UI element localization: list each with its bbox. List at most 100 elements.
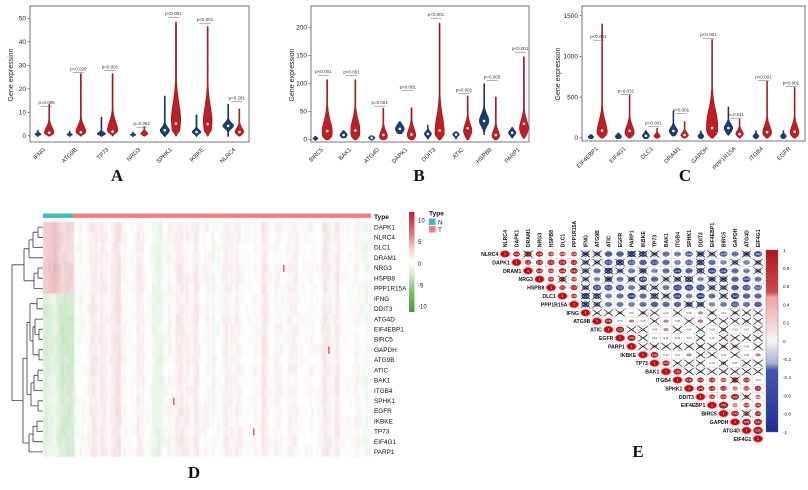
svg-text:-0.20: -0.20 — [617, 286, 623, 290]
svg-text:BIRC5: BIRC5 — [722, 232, 728, 248]
svg-text:0.33: 0.33 — [721, 386, 727, 390]
svg-text:0.04: 0.04 — [755, 378, 761, 382]
svg-text:0.2: 0.2 — [783, 321, 790, 326]
svg-text:0: 0 — [22, 133, 26, 140]
svg-text:-0.15: -0.15 — [594, 269, 600, 273]
svg-text:0.04: 0.04 — [617, 319, 623, 323]
svg-text:0.50: 0.50 — [675, 370, 681, 374]
svg-text:0.65: 0.65 — [755, 428, 761, 432]
svg-text:0.33: 0.33 — [744, 378, 750, 382]
svg-text:1: 1 — [596, 319, 598, 323]
svg-text:p<0.001: p<0.001 — [315, 69, 332, 74]
svg-text:-0.19: -0.19 — [732, 302, 738, 306]
svg-text:TP73: TP73 — [374, 429, 390, 436]
svg-text:-0.18: -0.18 — [721, 252, 727, 256]
svg-text:PPP1R15A: PPP1R15A — [541, 302, 568, 308]
svg-text:-0.17: -0.17 — [617, 252, 623, 256]
svg-text:0.12: 0.12 — [686, 353, 692, 357]
svg-text:1: 1 — [573, 303, 575, 307]
svg-text:SPHK1: SPHK1 — [665, 386, 682, 392]
svg-text:-0.11: -0.11 — [721, 260, 727, 264]
svg-text:1500: 1500 — [564, 13, 579, 20]
svg-text:-0.16: -0.16 — [663, 302, 669, 306]
svg-text:-0.18: -0.18 — [686, 260, 692, 264]
svg-text:0.30: 0.30 — [548, 269, 554, 273]
svg-text:Gene expression: Gene expression — [289, 48, 296, 101]
svg-text:-0.14: -0.14 — [663, 286, 669, 290]
svg-text:-0.15: -0.15 — [617, 294, 623, 298]
svg-text:p=0.062: p=0.062 — [133, 121, 150, 126]
svg-text:BAK1: BAK1 — [374, 378, 391, 385]
svg-text:NLRC4: NLRC4 — [374, 235, 395, 242]
svg-text:1: 1 — [642, 353, 644, 357]
svg-text:IFNG: IFNG — [566, 311, 578, 317]
svg-text:0.04: 0.04 — [686, 336, 692, 340]
svg-text:0.44: 0.44 — [571, 269, 577, 273]
svg-text:E: E — [632, 442, 643, 461]
svg-text:0.09: 0.09 — [686, 311, 692, 315]
svg-text:TP73: TP73 — [653, 235, 659, 248]
svg-text:10: 10 — [19, 110, 27, 117]
svg-text:-0.16: -0.16 — [755, 294, 761, 298]
svg-text:0.33: 0.33 — [525, 260, 531, 264]
svg-text:ATG9B: ATG9B — [374, 357, 394, 364]
svg-text:0.31: 0.31 — [560, 286, 566, 290]
svg-text:-0.17: -0.17 — [686, 269, 692, 273]
svg-text:0.50: 0.50 — [755, 420, 761, 424]
svg-text:0.39: 0.39 — [571, 286, 577, 290]
svg-text:1: 1 — [665, 370, 667, 374]
svg-text:-0.2: -0.2 — [783, 357, 791, 362]
svg-text:0.45: 0.45 — [686, 378, 692, 382]
svg-text:0.06: 0.06 — [709, 361, 715, 365]
svg-text:-0.14: -0.14 — [617, 277, 623, 281]
svg-text:-0.13: -0.13 — [675, 252, 681, 256]
svg-text:ATG9B: ATG9B — [573, 319, 590, 325]
svg-text:-0.13: -0.13 — [686, 294, 692, 298]
svg-text:-0.20: -0.20 — [744, 277, 750, 281]
svg-text:0.16: 0.16 — [698, 319, 704, 323]
svg-text:ATG4D: ATG4D — [374, 316, 395, 323]
svg-text:1: 1 — [539, 277, 541, 281]
svg-text:0.28: 0.28 — [571, 277, 577, 281]
svg-text:0.33: 0.33 — [709, 378, 715, 382]
svg-text:0.29: 0.29 — [548, 252, 554, 256]
svg-text:-1: -1 — [783, 430, 788, 435]
svg-text:BIRC5: BIRC5 — [374, 337, 393, 344]
svg-text:0.14: 0.14 — [755, 353, 761, 357]
svg-text:150: 150 — [296, 53, 307, 60]
svg-text:-0.21: -0.21 — [721, 269, 727, 273]
svg-text:0.50: 0.50 — [732, 395, 738, 399]
svg-text:EIF4EBP1: EIF4EBP1 — [374, 327, 404, 334]
svg-text:1: 1 — [504, 252, 506, 256]
svg-text:0.39: 0.39 — [537, 252, 543, 256]
svg-text:TP73: TP73 — [635, 361, 648, 367]
svg-text:DLC1: DLC1 — [542, 294, 556, 300]
svg-text:EIF4EBP1: EIF4EBP1 — [710, 223, 716, 248]
svg-text:500: 500 — [567, 94, 578, 101]
svg-text:IKBKE: IKBKE — [374, 418, 393, 425]
svg-text:-10: -10 — [418, 305, 427, 311]
svg-text:p=0.011: p=0.011 — [728, 112, 745, 117]
svg-text:0.04: 0.04 — [652, 336, 658, 340]
svg-text:-0.17: -0.17 — [675, 302, 681, 306]
svg-text:0.10: 0.10 — [744, 328, 750, 332]
svg-text:GAPDH: GAPDH — [733, 228, 739, 247]
svg-text:0: 0 — [303, 137, 307, 144]
svg-text:NRG3: NRG3 — [538, 233, 544, 248]
svg-text:0.13: 0.13 — [629, 319, 635, 323]
svg-text:1: 1 — [585, 311, 587, 315]
svg-text:Gene expression: Gene expression — [8, 48, 15, 101]
svg-text:0.39: 0.39 — [537, 260, 543, 264]
svg-text:-0.14: -0.14 — [606, 302, 612, 306]
svg-text:-0.22: -0.22 — [732, 294, 738, 298]
svg-text:0.6: 0.6 — [783, 284, 790, 289]
svg-text:ATIC: ATIC — [607, 235, 613, 247]
svg-text:-0.11: -0.11 — [652, 269, 658, 273]
svg-text:A: A — [111, 166, 124, 185]
svg-text:-0.8: -0.8 — [783, 412, 791, 417]
svg-text:DLC1: DLC1 — [374, 245, 391, 252]
svg-text:-0.18: -0.18 — [732, 286, 738, 290]
svg-text:0.31: 0.31 — [755, 403, 761, 407]
svg-text:-0.14: -0.14 — [732, 252, 738, 256]
svg-text:Type: Type — [429, 211, 444, 218]
